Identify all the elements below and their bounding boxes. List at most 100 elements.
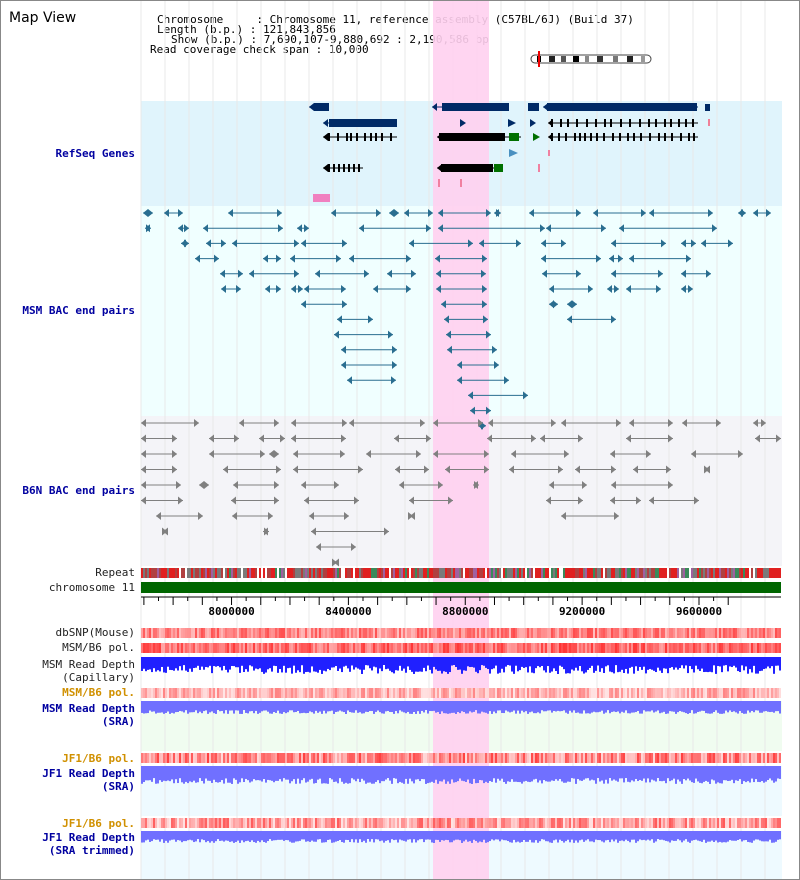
track-label-msm-b6-pol-1: MSM/B6 pol.	[62, 641, 135, 654]
bac-end-marker	[342, 419, 347, 427]
read-depth-bar	[271, 657, 273, 672]
polymorphism-cell	[539, 753, 541, 763]
msm-bac-end-pairs	[143, 209, 771, 430]
track-label-b6n-bac[interactable]: B6N BAC end pairs	[22, 484, 135, 497]
polymorphism-cell	[529, 753, 531, 763]
read-depth-bar	[743, 766, 745, 782]
polymorphism-cell	[523, 628, 525, 638]
polymorphism-cell	[387, 643, 389, 653]
polymorphism-cell	[557, 753, 559, 763]
polymorphism-cell	[501, 643, 503, 653]
polymorphism-cell	[765, 643, 767, 653]
track-label-msm-bac[interactable]: MSM BAC end pairs	[22, 304, 135, 317]
polymorphism-cell	[415, 688, 417, 698]
polymorphism-cell	[535, 818, 537, 828]
bac-end-marker	[395, 465, 400, 474]
read-depth-bar	[549, 766, 551, 782]
read-depth-bar	[497, 657, 499, 674]
read-depth-bar	[559, 701, 561, 712]
polymorphism-cell	[703, 753, 705, 763]
repeat-segment	[393, 568, 395, 578]
polymorphism-cell	[165, 643, 167, 653]
polymorphism-cell	[653, 643, 655, 653]
gene-exon	[346, 133, 348, 141]
polymorphism-cell	[515, 688, 517, 698]
read-depth-bar	[489, 657, 491, 674]
read-depth-bar	[169, 657, 171, 670]
polymorphism-cell	[249, 643, 251, 653]
read-depth-bar	[747, 831, 749, 842]
read-depth-bar	[435, 831, 437, 840]
polymorphism-cell	[689, 643, 691, 653]
repeat-segment	[311, 568, 313, 578]
polymorphism-cell	[335, 688, 337, 698]
read-depth-bar	[149, 701, 151, 711]
repeat-segment	[767, 568, 769, 578]
read-depth-bar	[161, 657, 163, 667]
read-depth-bar	[683, 701, 685, 713]
bac-end-marker	[239, 419, 244, 427]
bac-end-marker	[753, 419, 758, 427]
repeat-segment	[395, 568, 397, 578]
read-depth-bar	[613, 701, 615, 712]
polymorphism-cell	[157, 753, 159, 763]
polymorphism-cell	[687, 753, 689, 763]
polymorphism-cell	[723, 643, 725, 653]
read-depth-bar	[633, 831, 635, 840]
read-depth-bar	[585, 701, 587, 714]
read-depth-bar	[365, 657, 367, 666]
polymorphism-cell	[401, 688, 403, 698]
polymorphism-cell	[385, 753, 387, 763]
repeat-segment	[165, 568, 167, 578]
polymorphism-cell	[205, 753, 207, 763]
refseq-genes	[309, 103, 710, 202]
polymorphism-cell	[481, 753, 483, 763]
polymorphism-cell	[545, 643, 547, 653]
bac-end-marker	[340, 450, 345, 458]
polymorphism-cell	[773, 753, 775, 763]
read-depth-bar	[255, 701, 257, 711]
read-depth-bar	[669, 701, 671, 712]
polymorphism-cell	[763, 688, 765, 698]
polymorphism-cell	[255, 753, 257, 763]
repeat-segment	[499, 568, 501, 578]
polymorphism-cell	[373, 753, 375, 763]
bac-end-marker	[541, 254, 546, 263]
repeat-segment	[455, 568, 457, 578]
polymorphism-cell	[457, 688, 459, 698]
polymorphism-cell	[141, 628, 143, 638]
read-depth-bar	[645, 831, 647, 841]
polymorphism-cell	[685, 643, 687, 653]
read-depth-bar	[329, 831, 331, 840]
read-depth-bar	[569, 766, 571, 782]
bac-end-marker	[681, 239, 686, 248]
polymorphism-cell	[721, 628, 723, 638]
polymorphism-cell	[715, 688, 717, 698]
polymorphism-cell	[359, 628, 361, 638]
polymorphism-cell	[253, 753, 255, 763]
repeat-segment	[587, 568, 589, 578]
read-depth-bar	[763, 831, 765, 842]
polymorphism-cell	[481, 628, 483, 638]
bac-end-marker	[487, 434, 492, 443]
polymorphism-cell	[441, 643, 443, 653]
read-depth-bar	[441, 766, 443, 782]
polymorphism-cell	[555, 818, 557, 828]
polymorphism-cell	[411, 643, 413, 653]
polymorphism-cell	[211, 643, 213, 653]
track-label-refseq[interactable]: RefSeq Genes	[55, 147, 135, 160]
polymorphism-cell	[381, 688, 383, 698]
gene-exon	[551, 133, 553, 141]
read-depth-bar	[411, 766, 413, 782]
polymorphism-cell	[493, 628, 495, 638]
read-depth-bar	[513, 657, 515, 674]
read-depth-bar	[741, 766, 743, 784]
read-depth-bar	[423, 831, 425, 843]
read-depth-bar	[365, 831, 367, 843]
bac-end-marker	[259, 434, 264, 443]
read-depth-bar	[611, 701, 613, 712]
polymorphism-cell	[691, 628, 693, 638]
read-depth-bar	[227, 701, 229, 714]
read-depth-bar	[245, 831, 247, 842]
